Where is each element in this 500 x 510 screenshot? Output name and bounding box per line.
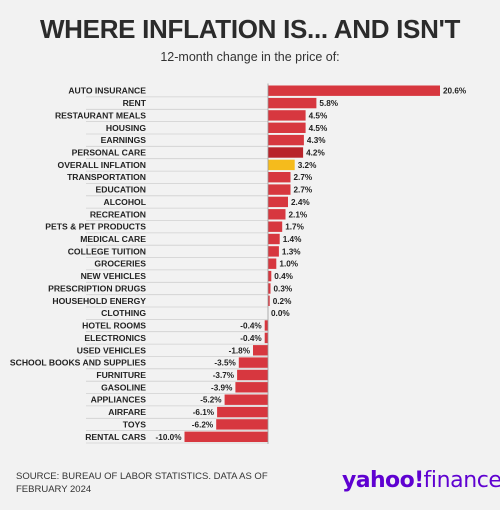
bar-rental-cars — [184, 431, 268, 442]
category-label-auto-insurance: AUTO INSURANCE — [68, 86, 146, 96]
category-label-prescription-drugs: PRESCRIPTION DRUGS — [48, 284, 146, 294]
category-label-housing: HOUSING — [106, 123, 146, 133]
category-label-medical-care: MEDICAL CARE — [80, 234, 146, 244]
category-label-hotel-rooms: HOTEL ROOMS — [82, 321, 146, 331]
value-label-education: 2.7% — [294, 186, 313, 195]
category-label-household-energy: HOUSEHOLD ENERGY — [52, 296, 146, 306]
value-label-college-tuition: 1.3% — [282, 247, 301, 256]
category-label-personal-care: PERSONAL CARE — [72, 148, 147, 158]
bar-gasoline — [235, 382, 268, 393]
bar-alcohol — [268, 196, 288, 208]
bar-groceries — [268, 258, 277, 269]
logo-yahoo-text: yahoo — [342, 468, 415, 493]
category-label-earnings: EARNINGS — [101, 135, 147, 145]
bar-housing — [268, 122, 306, 133]
bar-overall-inflation — [268, 159, 295, 171]
category-label-toys: TOYS — [123, 419, 147, 429]
bar-earnings — [268, 134, 304, 146]
category-label-rental-cars: RENTAL CARS — [85, 432, 146, 442]
value-label-clothing: 0.0% — [271, 309, 290, 318]
bar-used-vehicles — [253, 345, 268, 356]
logo-finance-text: finance — [423, 468, 500, 493]
value-label-used-vehicles: -1.8% — [229, 346, 251, 355]
source-note: SOURCE: BUREAU OF LABOR STATISTICS. DATA… — [16, 471, 268, 495]
category-label-rent: RENT — [123, 98, 147, 108]
chart-subtitle: 12-month change in the price of: — [160, 50, 340, 64]
value-label-furniture: -3.7% — [213, 371, 235, 380]
bar-prescription-drugs — [268, 283, 271, 294]
bar-personal-care — [268, 147, 304, 158]
category-label-furniture: FURNITURE — [96, 370, 146, 380]
category-label-restaurant-meals: RESTAURANT MEALS — [55, 110, 146, 120]
value-label-airfare: -6.1% — [193, 408, 215, 417]
value-label-hotel-rooms: -0.4% — [240, 322, 262, 331]
category-label-clothing: CLOTHING — [101, 308, 146, 318]
value-label-household-energy: 0.2% — [273, 297, 292, 306]
category-label-transportation: TRANSPORTATION — [67, 172, 146, 182]
value-label-toys: -6.2% — [192, 420, 214, 429]
bar-school-books-and-supplies — [238, 357, 268, 368]
bar-hotel-rooms — [264, 320, 268, 331]
value-label-appliances: -5.2% — [200, 396, 222, 405]
bar-household-energy — [268, 295, 270, 306]
value-label-gasoline: -3.9% — [211, 383, 233, 392]
bar-appliances — [224, 394, 268, 405]
value-label-rental-cars: -10.0% — [156, 433, 183, 442]
bar-recreation — [268, 209, 286, 220]
bar-pets-and-pet-products — [268, 221, 283, 232]
yahoo-finance-logo: yahoo!finance — [342, 468, 500, 493]
bar-education — [268, 184, 291, 195]
value-label-new-vehicles: 0.4% — [274, 272, 293, 281]
category-label-electronics: ELECTRONICS — [84, 333, 146, 343]
category-label-appliances: APPLIANCES — [91, 395, 147, 405]
category-label-school-books-and-supplies: SCHOOL BOOKS AND SUPPLIES — [10, 358, 146, 368]
bar-medical-care — [268, 233, 280, 245]
value-label-restaurant-meals: 4.5% — [309, 111, 328, 120]
bar-auto-insurance — [268, 85, 440, 96]
category-label-overall-inflation: OVERALL INFLATION — [58, 160, 146, 170]
bar-electronics — [264, 332, 268, 344]
category-label-pets-and-pet-products: PETS & PET PRODUCTS — [45, 222, 146, 232]
value-label-electronics: -0.4% — [240, 334, 262, 343]
category-label-airfare: AIRFARE — [108, 407, 146, 417]
bar-restaurant-meals — [268, 110, 306, 121]
value-label-personal-care: 4.2% — [306, 149, 325, 158]
value-label-school-books-and-supplies: -3.5% — [214, 359, 236, 368]
value-label-pets-and-pet-products: 1.7% — [285, 223, 304, 232]
category-label-groceries: GROCERIES — [94, 259, 146, 269]
category-label-new-vehicles: NEW VEHICLES — [81, 271, 147, 281]
value-label-medical-care: 1.4% — [283, 235, 302, 244]
value-label-transportation: 2.7% — [294, 173, 313, 182]
category-label-recreation: RECREATION — [90, 209, 146, 219]
value-label-auto-insurance: 20.6% — [443, 87, 467, 96]
bar-new-vehicles — [268, 270, 272, 282]
value-label-earnings: 4.3% — [307, 136, 326, 145]
value-label-alcohol: 2.4% — [291, 198, 310, 207]
value-label-overall-inflation: 3.2% — [298, 161, 317, 170]
value-label-rent: 5.8% — [319, 99, 338, 108]
logo-exclamation-mark: ! — [414, 468, 424, 493]
value-label-recreation: 2.1% — [289, 210, 308, 219]
category-label-alcohol: ALCOHOL — [104, 197, 147, 207]
chart-title: WHERE INFLATION IS... AND ISN'T — [39, 14, 461, 44]
category-label-education: EDUCATION — [96, 185, 146, 195]
bar-furniture — [237, 369, 268, 381]
bar-rent — [268, 97, 317, 109]
category-label-college-tuition: COLLEGE TUITION — [68, 246, 146, 256]
bar-chart: AUTO INSURANCE 20.6% RENT 5.8% RESTAURANT ME… — [10, 83, 467, 444]
bar-toys — [216, 419, 268, 430]
category-label-gasoline: GASOLINE — [101, 382, 146, 392]
value-label-groceries: 1.0% — [279, 260, 298, 269]
category-label-used-vehicles: USED VEHICLES — [77, 345, 147, 355]
value-label-housing: 4.5% — [309, 124, 328, 133]
value-label-prescription-drugs: 0.3% — [274, 285, 293, 294]
bar-college-tuition — [268, 246, 279, 257]
bar-transportation — [268, 172, 291, 183]
bar-airfare — [217, 406, 268, 418]
